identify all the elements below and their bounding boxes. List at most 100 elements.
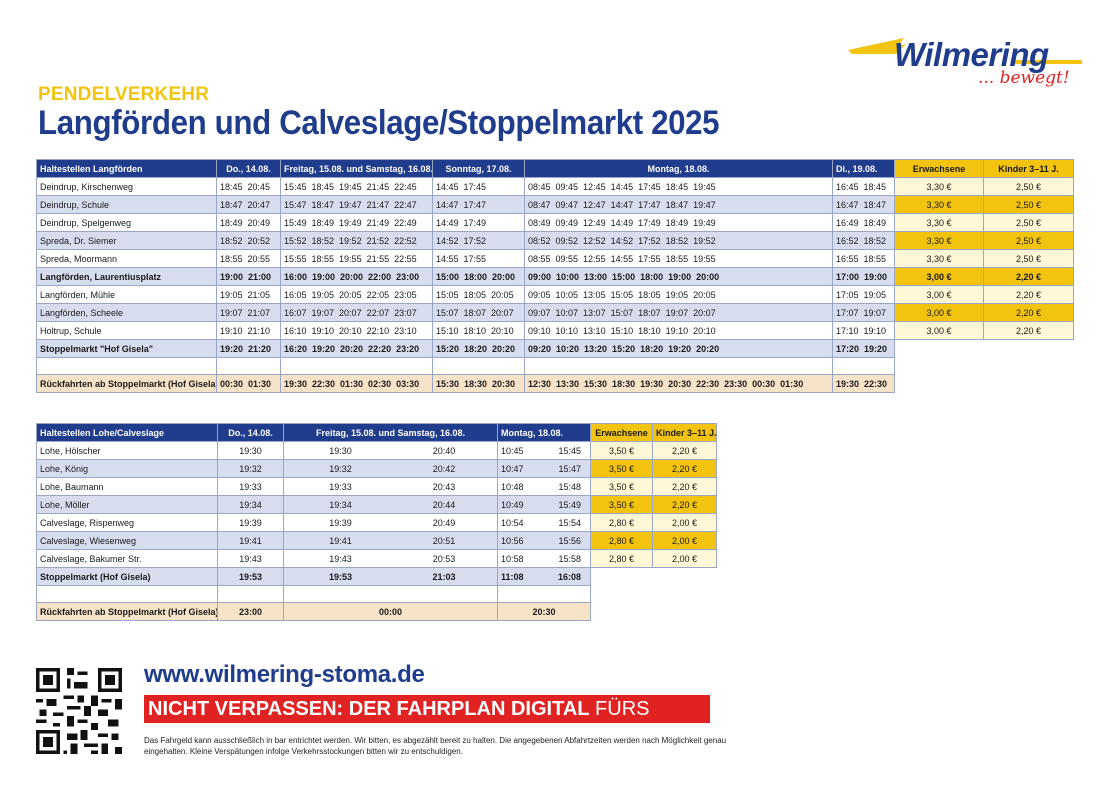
website-link[interactable]: www.wilmering-stoma.de: [144, 661, 425, 688]
empty-cell: [652, 585, 717, 603]
time-thursday: 19:39: [217, 513, 284, 532]
empty-cell: [524, 357, 833, 375]
stop-name: Stoppelmarkt (Hof Gisela): [36, 567, 218, 586]
empty-cell: [590, 567, 653, 586]
times-fri-sat: 16:07 19:07 20:07 22:07 23:07: [280, 303, 433, 322]
fare-adult: 3,30 €: [894, 195, 984, 214]
time-monday-1: 10:45: [501, 445, 524, 456]
empty-cell: [283, 585, 498, 603]
times-monday: 09:20 10:20 13:20 15:20 18:20 19:20 20:2…: [524, 339, 833, 358]
stop-name: Spreda, Moormann: [36, 249, 217, 268]
times-tuesday: 17:00 19:00: [832, 267, 895, 286]
times-monday: 08:49 09:49 12:49 14:49 17:49 18:49 19:4…: [524, 213, 833, 232]
fare-child: 2,50 €: [983, 249, 1074, 268]
times-tuesday: 16:49 18:49: [832, 213, 895, 232]
fare-child: 2,00 €: [652, 513, 717, 532]
times-fri-sat: 19:41 20:51: [283, 531, 498, 550]
times-sunday: 14:55 17:55: [432, 249, 525, 268]
stop-name: Spreda, Dr. Siemer: [36, 231, 217, 250]
times-fri-sat: 19:39 20:49: [283, 513, 498, 532]
fare-child: 2,20 €: [652, 495, 717, 514]
fare-adult: 3,00 €: [894, 321, 984, 340]
table-row: Calveslage, Rispenweg 19:39 19:39 20:49 10:5…: [36, 513, 717, 532]
fare-adult: 3,30 €: [894, 177, 984, 196]
empty-cell: [36, 357, 217, 375]
lohe-calveslage-timetable: Haltestellen Lohe/Calveslage Do., 14.08. F…: [36, 423, 717, 621]
return-fri-sat: 00:00: [283, 602, 498, 621]
stop-name: Lohe, König: [36, 459, 218, 478]
logo-brand-text: Wilmering: [894, 36, 1049, 73]
table-row: Holtrup, Schule 19:10 21:10 16:10 19:10 20…: [36, 321, 1074, 340]
return-sunday: 15:30 18:30 20:30: [432, 374, 525, 393]
kicker-label: PENDELVERKEHR: [38, 84, 210, 105]
column-header: Erwachsene: [590, 423, 653, 442]
empty-cell: [652, 602, 717, 621]
times-monday: 08:45 09:45 12:45 14:45 17:45 18:45 19:4…: [524, 177, 833, 196]
times-fri-sat: 16:10 19:10 20:10 22:10 23:10: [280, 321, 433, 340]
wilmering-logo: Wilmering ... bewegt!: [846, 34, 1086, 94]
times-sunday: 15:07 18:07 20:07: [432, 303, 525, 322]
return-row: Rückfahrten ab Stoppelmarkt (Hof Gisela)…: [36, 374, 1074, 393]
time-thursday: 19:43: [217, 549, 284, 568]
empty-cell: [432, 357, 525, 375]
time-fri-sat-1: 19:33: [329, 481, 352, 492]
times-thursday: 18:52 20:52: [216, 231, 281, 250]
qr-code-icon[interactable]: [36, 668, 122, 754]
fare-adult: 3,30 €: [894, 249, 984, 268]
fare-child: 2,20 €: [652, 459, 717, 478]
times-fri-sat: 19:33 20:43: [283, 477, 498, 496]
return-label: Rückfahrten ab Stoppelmarkt (Hof Gisela): [36, 374, 217, 393]
times-thursday: 19:05 21:05: [216, 285, 281, 304]
column-header: Sonntag, 17.08.: [432, 159, 525, 178]
return-row: Rückfahrten ab Stoppelmarkt (Hof Gisela)…: [36, 602, 717, 621]
fare-child: 2,20 €: [652, 441, 717, 460]
times-tuesday: 16:52 18:52: [832, 231, 895, 250]
time-monday-1: 10:48: [501, 481, 524, 492]
return-thursday: 00:30 01:30: [216, 374, 281, 393]
fare-child: 2,20 €: [983, 285, 1074, 304]
time-fri-sat-2: 21:03: [432, 571, 456, 582]
times-sunday: 14:52 17:52: [432, 231, 525, 250]
times-monday: 09:00 10:00 13:00 15:00 18:00 19:00 20:0…: [524, 267, 833, 286]
time-fri-sat-1: 19:39: [329, 517, 352, 528]
time-monday-2: 15:54: [558, 517, 581, 528]
time-monday-2: 15:58: [558, 553, 581, 564]
stop-name: Holtrup, Schule: [36, 321, 217, 340]
time-thursday: 19:34: [217, 495, 284, 514]
time-monday-1: 10:54: [501, 517, 524, 528]
return-thursday: 23:00: [217, 602, 284, 621]
time-fri-sat-2: 20:43: [432, 481, 456, 492]
time-fri-sat-1: 19:32: [329, 463, 352, 474]
stop-name: Lohe, Baumann: [36, 477, 218, 496]
fare-adult: 3,50 €: [590, 477, 653, 496]
column-header: Kinder 3–11 J.: [652, 423, 717, 442]
time-thursday: 19:41: [217, 531, 284, 550]
fare-adult: 3,00 €: [894, 303, 984, 322]
column-header: Haltestellen Langförden: [36, 159, 217, 178]
page-title: Langförden und Calveslage/Stoppelmarkt 2…: [38, 104, 720, 142]
time-monday-1: 10:49: [501, 499, 524, 510]
time-fri-sat-2: 20:49: [432, 517, 456, 528]
times-tuesday: 17:05 19:05: [832, 285, 895, 304]
logo-tagline: ... bewegt!: [978, 68, 1070, 88]
stop-name: Lohe, Möller: [36, 495, 218, 514]
times-monday: 09:10 10:10 13:10 15:10 18:10 19:10 20:1…: [524, 321, 833, 340]
table-row: Stoppelmarkt (Hof Gisela) 19:53 19:53 21:03…: [36, 567, 717, 586]
column-header: Freitag, 15.08. und Samstag, 16.08.: [280, 159, 433, 178]
fare-child: 2,20 €: [983, 267, 1074, 286]
fare-child: 2,00 €: [652, 549, 717, 568]
times-monday: 09:07 10:07 13:07 15:07 18:07 19:07 20:0…: [524, 303, 833, 322]
langfoerden-timetable: Haltestellen Langförden Do., 14.08. Freita…: [36, 159, 1074, 393]
time-monday-2: 15:49: [558, 499, 581, 510]
time-monday-1: 10:47: [501, 463, 524, 474]
empty-cell: [983, 374, 1074, 393]
times-tuesday: 17:10 19:10: [832, 321, 895, 340]
times-tuesday: 17:20 19:20: [832, 339, 895, 358]
stop-name: Langförden, Scheele: [36, 303, 217, 322]
times-monday: 10:54 15:54: [497, 513, 591, 532]
spacer-row: [36, 585, 717, 603]
table-row: Spreda, Moormann 18:55 20:55 15:55 18:55 1…: [36, 249, 1074, 268]
empty-cell: [983, 339, 1074, 358]
stop-name: Deindrup, Schule: [36, 195, 217, 214]
times-fri-sat: 19:53 21:03: [283, 567, 498, 586]
